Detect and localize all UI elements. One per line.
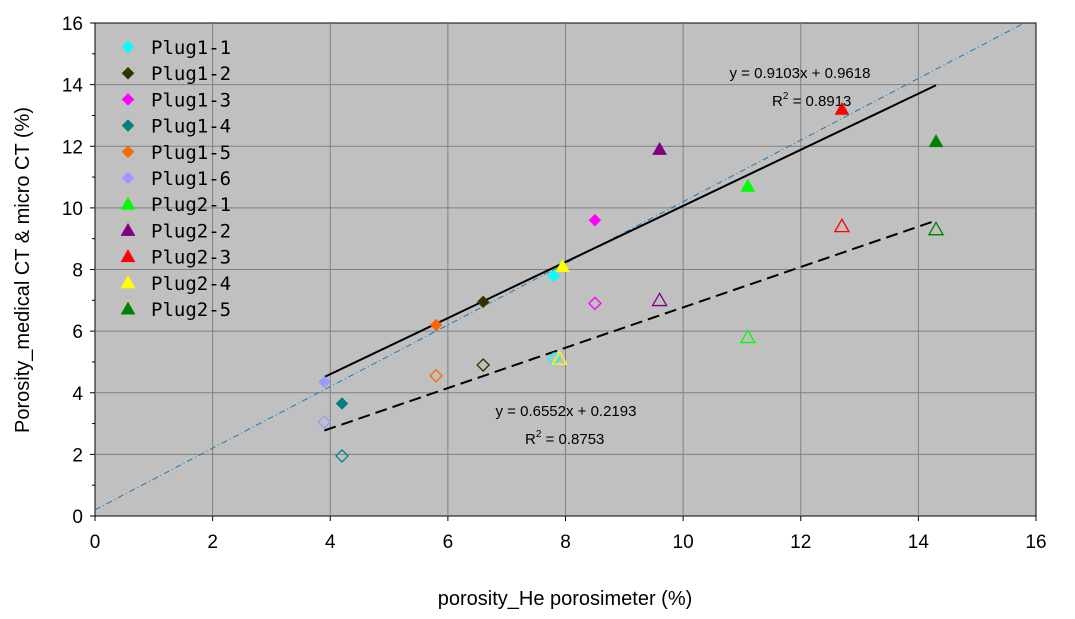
medical-ct-point [318,375,331,389]
x-tick-label: 2 [207,532,218,553]
y-tick-label: 10 [62,199,83,220]
medical-ct-point [834,101,850,115]
legend-marker [120,222,136,236]
legend-marker [120,301,136,315]
x-tick-label: 4 [325,532,336,553]
medical-ct-point [476,295,490,309]
y-tick-label: 0 [72,507,83,528]
x-tick-label: 8 [560,532,571,553]
y-tick-label: 2 [72,445,83,466]
legend-label: Plug2-2 [151,220,231,242]
micro-ct-point [833,218,851,233]
legend-label: Plug1-3 [151,89,231,111]
micro-ct-point [546,351,561,366]
micro-ct-point [429,368,444,383]
x-tick-label: 6 [443,532,454,553]
y-tick-label: 4 [72,384,83,405]
micro-ct-point [651,292,668,307]
micro-ct-point [587,296,602,311]
legend-marker [120,275,136,289]
y-tick-label: 16 [62,14,83,35]
trendline-r2: R2 = 0.8913 [772,91,851,110]
legend-label: Plug1-2 [151,63,231,85]
medical-ct-point [429,318,443,332]
axes [90,22,1037,521]
micro-ct-point [551,350,568,365]
legend-marker [121,119,135,132]
medical-ct-point [928,134,944,148]
x-tick-label: 10 [673,532,694,553]
legend-label: Plug2-3 [151,247,231,269]
legend-label: Plug1-6 [151,168,231,190]
trendlines [323,84,937,432]
y-tick-label: 12 [62,137,83,158]
medical-ct-point [335,397,349,410]
legend-marker [121,145,135,159]
legend-label: Plug1-1 [151,37,231,59]
y-axis-title: Porosity_medical CT & micro CT (%) [12,107,34,433]
y-tick-label: 6 [72,322,83,343]
legend-label: Plug1-5 [151,142,231,164]
micro-ct-point [317,415,332,429]
trendline-r2: R2 = 0.8753 [525,429,604,448]
legend-label: Plug2-5 [151,299,231,321]
trendline-1 [323,84,937,378]
legend-marker [121,66,135,80]
micro-ct-point [927,221,945,236]
gridlines [95,23,1036,516]
micro-ct-point [739,328,756,344]
micro-ct-point [476,358,491,372]
x-tick-label: 0 [90,532,101,553]
tick-labels: 0 2 4 6 8 10 12 14 16 0 2 4 6 8 10 12 14 16 [62,14,1047,553]
x-axis-title: porosity_He porosimeter (%) [438,588,693,610]
medical-ct-point [652,141,668,155]
x-tick-label: 12 [790,532,811,553]
legend: Plug1-1 Plug1-2 Plug1-3 Plug1-4 Plug1-5 Plug1… [120,37,231,321]
micro-ct-point [335,448,349,463]
x-tick-label: 16 [1025,532,1046,553]
trendline-equations: y = 0.9103x + 0.9618 R2 = 0.8913 y = 0.655… [496,65,871,448]
legend-label: Plug2-4 [151,273,231,295]
trendline-equation: y = 0.9103x + 0.9618 [730,65,871,82]
legend-marker [121,93,135,106]
trendline-equation: y = 0.6552x + 0.2193 [496,403,637,420]
y-tick-label: 14 [62,76,84,97]
data-points [317,101,945,463]
legend-marker [121,40,135,54]
legend-label: Plug1-4 [151,116,231,138]
medical-ct-point [555,258,570,272]
medical-ct-point [588,213,602,227]
legend-label: Plug2-1 [151,194,231,216]
legend-marker [121,171,135,185]
x-tick-label: 14 [908,532,930,553]
y-tick-label: 8 [72,261,83,282]
legend-marker [120,196,136,210]
legend-marker [120,249,136,263]
medical-ct-point [740,178,756,192]
medical-ct-point [547,269,561,283]
